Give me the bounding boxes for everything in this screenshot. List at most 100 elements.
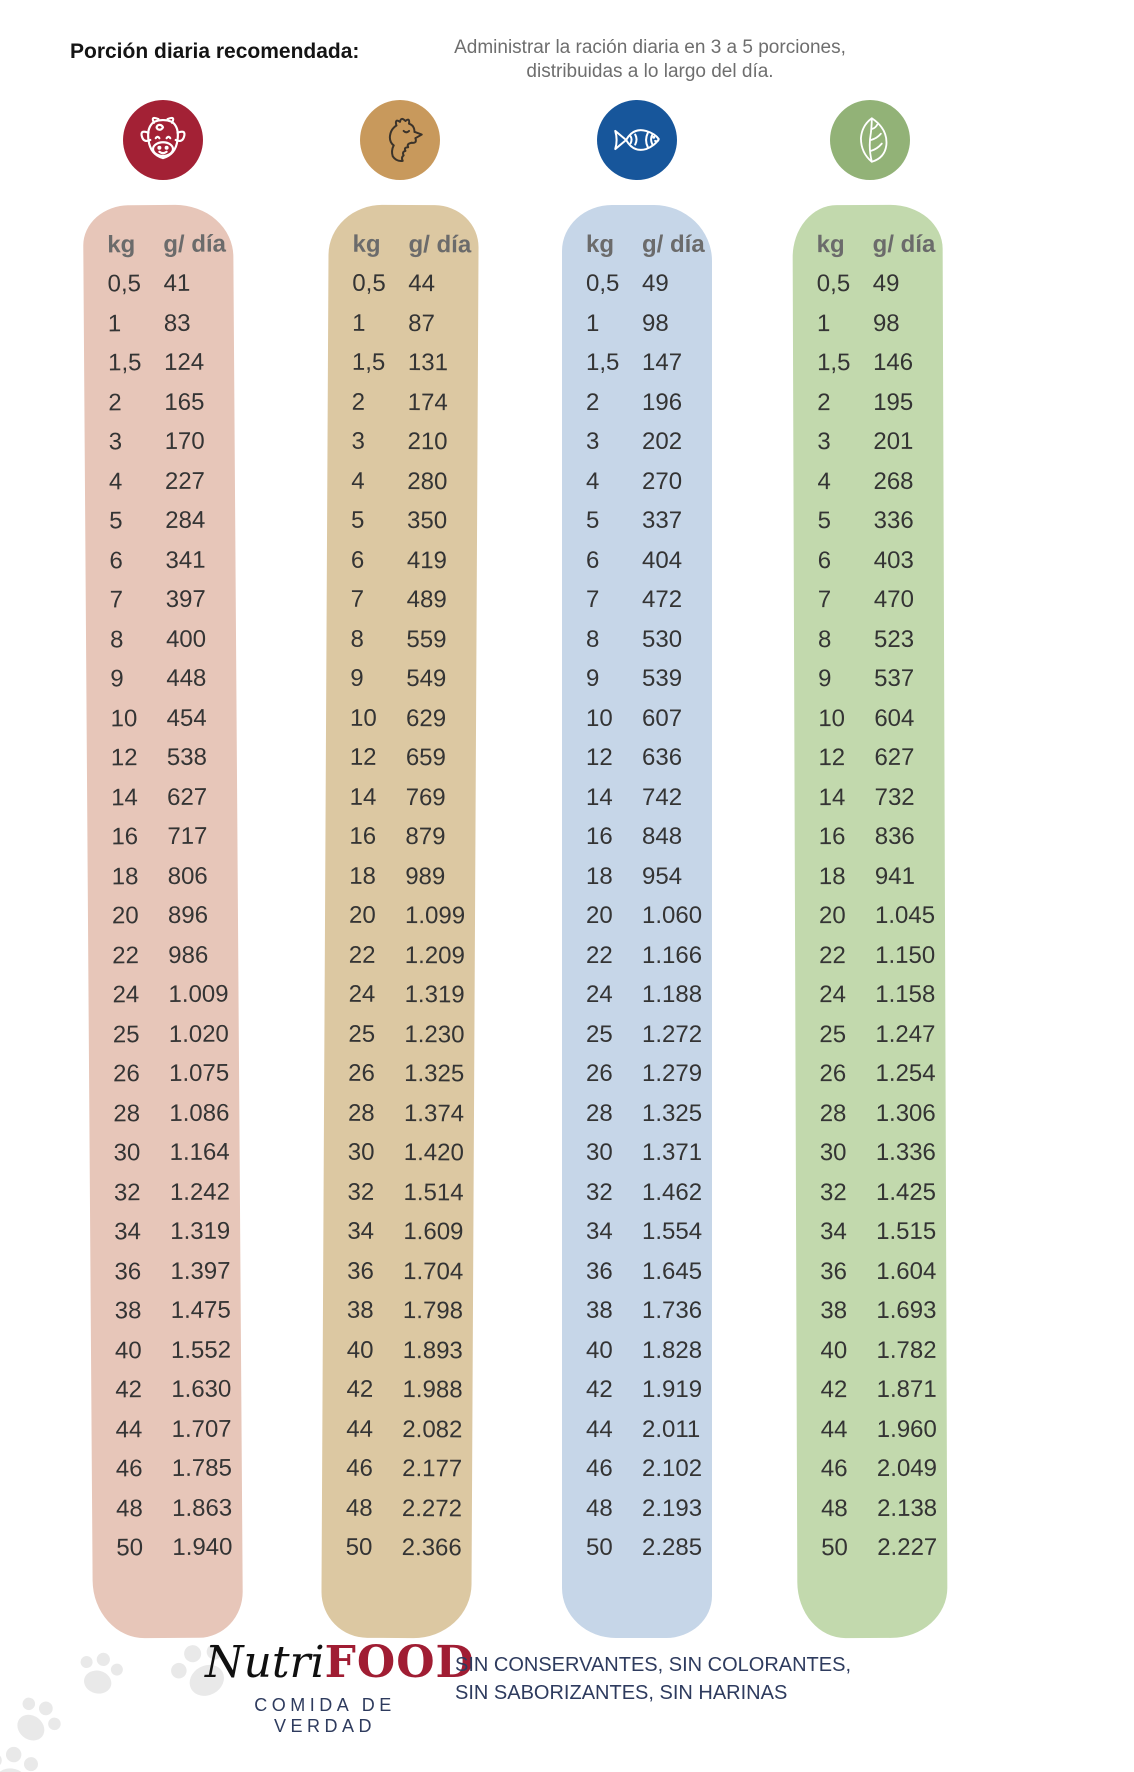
g-per-day-value: 1.514 bbox=[403, 1178, 464, 1207]
table-row: 2 165 bbox=[84, 382, 234, 423]
table-row: 4 270 bbox=[562, 462, 712, 502]
kg-value: 3 bbox=[817, 428, 831, 456]
g-per-day-value: 83 bbox=[163, 309, 191, 337]
kg-value: 44 bbox=[820, 1415, 848, 1443]
table-row: 28 1.086 bbox=[89, 1093, 239, 1134]
g-per-day-value: 1.919 bbox=[642, 1376, 703, 1404]
g-per-day-value: 350 bbox=[407, 507, 448, 535]
g-per-day-value: 2.082 bbox=[402, 1415, 463, 1444]
table-row: 32 1.514 bbox=[323, 1173, 473, 1213]
kg-value: 40 bbox=[114, 1336, 142, 1365]
table-row: 2 174 bbox=[328, 383, 478, 423]
g-per-day-value: 1.871 bbox=[876, 1376, 937, 1404]
g-per-day-value: 1.554 bbox=[642, 1218, 703, 1246]
table-row: 8 530 bbox=[562, 620, 712, 660]
table-row: 1 98 bbox=[793, 304, 943, 344]
table-row: 5 336 bbox=[794, 501, 944, 541]
kg-value: 8 bbox=[817, 625, 832, 653]
kg-value: 18 bbox=[349, 862, 377, 890]
kg-value: 16 bbox=[586, 823, 613, 851]
table-row: 50 2.227 bbox=[797, 1528, 947, 1568]
table-row: 7 489 bbox=[327, 580, 477, 620]
kg-value: 10 bbox=[110, 704, 138, 733]
kg-value: 20 bbox=[348, 901, 376, 930]
table-row: 40 1.828 bbox=[562, 1331, 712, 1371]
kg-value: 42 bbox=[346, 1375, 374, 1404]
kg-value: 28 bbox=[113, 1099, 141, 1128]
table-row: 6 403 bbox=[794, 541, 944, 581]
table-row: 34 1.554 bbox=[562, 1213, 712, 1253]
table-row: 0,5 44 bbox=[328, 264, 478, 304]
table-row: 7 470 bbox=[794, 580, 944, 620]
kg-value: 14 bbox=[111, 783, 138, 812]
kg-value: 28 bbox=[819, 1099, 847, 1127]
claims-line-1: SIN CONSERVANTES, SIN COLORANTES, bbox=[455, 1654, 852, 1676]
kg-value: 2 bbox=[351, 388, 366, 416]
column-beef: kg g/ día 0,5 41 1 83 1,5 124 2 165 3 170 4 227 5 284… bbox=[82, 100, 244, 1639]
kg-value: 42 bbox=[820, 1376, 848, 1404]
table-row: 48 2.138 bbox=[797, 1489, 947, 1529]
table-row: 34 1.319 bbox=[90, 1212, 240, 1253]
g-per-day-value: 403 bbox=[873, 546, 914, 574]
g-per-day-value: 604 bbox=[874, 704, 915, 732]
g-per-day-value: 341 bbox=[165, 546, 206, 574]
kg-value: 36 bbox=[586, 1257, 613, 1285]
g-per-day-value: 1.272 bbox=[642, 1020, 703, 1048]
kg-value: 7 bbox=[586, 586, 600, 614]
table-row: 6 404 bbox=[562, 541, 712, 581]
kg-value: 1 bbox=[586, 309, 600, 337]
table-row: 1 83 bbox=[84, 303, 234, 344]
g-per-day-value: 1.475 bbox=[170, 1296, 231, 1325]
g-per-day-value: 1.099 bbox=[404, 902, 466, 930]
kg-value: 46 bbox=[115, 1455, 143, 1483]
g-per-day-value: 1.306 bbox=[875, 1099, 936, 1127]
kg-value: 40 bbox=[346, 1336, 374, 1364]
kg-value: 9 bbox=[818, 665, 832, 693]
table-row: 3 202 bbox=[562, 423, 712, 463]
column-fish: kg g/ día 0,5 49 1 98 1,5 147 2 196 3 202 4 270 5 337… bbox=[562, 100, 712, 1638]
g-per-day-value: 1.086 bbox=[169, 1099, 230, 1127]
table-row: 20 1.099 bbox=[325, 896, 475, 936]
table-row: 24 1.009 bbox=[88, 975, 238, 1016]
table-row: 6 341 bbox=[85, 540, 235, 581]
logo-tagline: COMIDA DE VERDAD bbox=[254, 1695, 396, 1736]
kg-value: 38 bbox=[820, 1297, 848, 1325]
table-row: 0,5 49 bbox=[562, 265, 712, 305]
g-per-day-value: 1.736 bbox=[642, 1297, 703, 1325]
table-row: 10 454 bbox=[86, 698, 236, 739]
g-per-day-value: 1.630 bbox=[171, 1375, 232, 1404]
table-row: 16 717 bbox=[87, 817, 237, 858]
table-row: 50 1.940 bbox=[92, 1528, 242, 1569]
table-row: 16 848 bbox=[562, 818, 712, 858]
table-row: 18 941 bbox=[795, 857, 945, 897]
kg-value: 34 bbox=[347, 1217, 375, 1246]
g-per-day-value: 2.011 bbox=[642, 1415, 701, 1443]
kg-value: 16 bbox=[349, 822, 377, 851]
g-per-day-value: 954 bbox=[642, 862, 683, 890]
table-row: 12 636 bbox=[562, 739, 712, 779]
table-row: 7 472 bbox=[562, 581, 712, 621]
table-row: 5 337 bbox=[562, 502, 712, 542]
table-header-row: kg g/ día bbox=[83, 224, 233, 265]
table-row: 12 659 bbox=[326, 738, 476, 778]
table-row: 22 1.166 bbox=[562, 936, 712, 976]
logo-nutri: Nutri bbox=[205, 1637, 325, 1688]
g-per-day-value: 607 bbox=[642, 704, 683, 732]
table-body: 0,5 44 1 87 1,5 131 2 174 3 210 4 280 5 350 6 419 7 489 8 5… bbox=[322, 264, 479, 1568]
g-per-day-value: 523 bbox=[873, 625, 915, 653]
g-per-day-value: 1.462 bbox=[642, 1178, 703, 1206]
table-row: 25 1.247 bbox=[795, 1015, 945, 1055]
g-per-day-value: 530 bbox=[642, 625, 683, 653]
table-panel-beef: kg g/ día 0,5 41 1 83 1,5 124 2 165 3 170 4 227 5 284… bbox=[82, 204, 244, 1639]
g-per-day-header: g/ día bbox=[642, 230, 705, 258]
table-row: 48 1.863 bbox=[92, 1488, 242, 1529]
paw-print-icon bbox=[71, 1645, 129, 1701]
g-per-day-value: 49 bbox=[872, 270, 900, 298]
kg-value: 34 bbox=[586, 1218, 613, 1246]
kg-value: 20 bbox=[586, 902, 613, 930]
kg-value: 24 bbox=[112, 981, 140, 1009]
table-row: 26 1.325 bbox=[324, 1054, 474, 1094]
kg-value: 3 bbox=[108, 428, 123, 456]
kg-value: 1 bbox=[816, 309, 831, 337]
kg-value: 9 bbox=[586, 665, 600, 693]
